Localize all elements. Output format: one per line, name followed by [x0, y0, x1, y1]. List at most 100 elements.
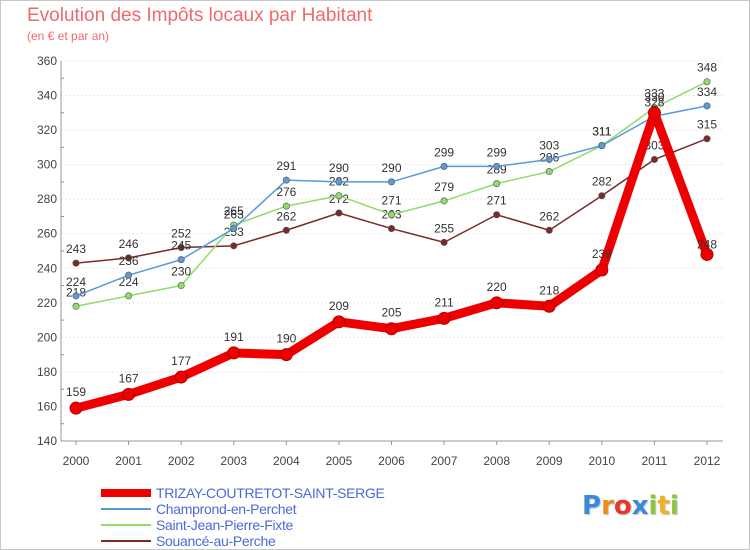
data-point — [69, 401, 83, 415]
data-point — [545, 226, 553, 234]
data-label: 191 — [224, 330, 244, 344]
y-tick-label: 260 — [37, 227, 57, 241]
data-point — [387, 211, 395, 219]
logo-letter: t — [657, 491, 670, 521]
data-point — [545, 168, 553, 176]
data-point — [279, 348, 293, 362]
logo-letter: r — [601, 491, 614, 521]
data-point — [595, 263, 609, 277]
data-label: 246 — [119, 237, 139, 251]
y-tick-label: 360 — [37, 54, 57, 68]
data-point — [440, 197, 448, 205]
data-label: 334 — [697, 85, 717, 99]
x-tick-label: 2005 — [326, 454, 353, 468]
data-label: 290 — [381, 161, 401, 175]
data-label: 303 — [539, 138, 559, 152]
data-point — [125, 254, 133, 262]
data-label: 290 — [329, 161, 349, 175]
x-tick-label: 2007 — [431, 454, 458, 468]
data-point — [177, 282, 185, 290]
data-point — [493, 211, 501, 219]
data-label: 159 — [66, 385, 86, 399]
data-point — [703, 102, 711, 110]
data-point — [177, 244, 185, 252]
logo-letter: P — [582, 491, 602, 521]
x-tick-label: 2002 — [168, 454, 195, 468]
legend-swatch — [101, 524, 151, 526]
logo-letter: i — [648, 491, 658, 521]
data-point — [72, 292, 80, 300]
data-label: 209 — [329, 299, 349, 313]
chart-title: Evolution des Impôts locaux par Habitant — [27, 5, 373, 26]
proxiti-logo: Proxiti — [582, 491, 679, 521]
x-tick-label: 2000 — [63, 454, 90, 468]
y-tick-label: 340 — [37, 89, 57, 103]
logo-letter: o — [613, 491, 632, 521]
data-point — [282, 176, 290, 184]
x-tick-label: 2009 — [536, 454, 563, 468]
legend-label: TRIZAY-COUTRETOT-SAINT-SERGE — [156, 485, 385, 501]
x-tick-label: 2008 — [483, 454, 510, 468]
data-label: 311 — [592, 125, 611, 139]
data-label: 243 — [66, 242, 86, 256]
data-point — [174, 370, 188, 384]
data-label: 311 — [592, 125, 611, 139]
series-champrond-en-perchet: 224 236 245 263 291 290 290 299 299 303 311 328 334 — [66, 85, 717, 300]
data-point — [598, 142, 606, 150]
data-label: 190 — [276, 332, 296, 346]
data-label: 299 — [434, 145, 454, 159]
y-tick-label: 140 — [37, 434, 57, 448]
data-point — [125, 271, 133, 279]
data-point — [230, 242, 238, 250]
data-point — [437, 311, 451, 325]
x-tick-label: 2012 — [694, 454, 721, 468]
y-tick-label: 240 — [37, 261, 57, 275]
data-point — [542, 299, 556, 313]
data-label: 220 — [487, 280, 507, 294]
data-label: 177 — [171, 354, 191, 368]
data-point — [440, 238, 448, 246]
data-label: 279 — [434, 180, 454, 194]
y-tick-label: 300 — [37, 158, 57, 172]
x-tick-label: 2011 — [642, 454, 668, 468]
data-point — [282, 226, 290, 234]
y-tick-label: 320 — [37, 123, 57, 137]
x-tick-label: 2003 — [220, 454, 247, 468]
data-point — [703, 78, 711, 86]
legend-swatch — [101, 489, 151, 497]
data-label: 236 — [119, 254, 139, 268]
data-label: 271 — [487, 194, 507, 208]
legend-label: Souancé-au-Perche — [156, 533, 276, 549]
data-point — [387, 178, 395, 186]
data-label: 218 — [66, 285, 86, 299]
data-label: 328 — [644, 95, 664, 109]
data-label: 291 — [276, 159, 296, 173]
data-point — [440, 162, 448, 170]
data-label: 205 — [381, 306, 401, 320]
data-point — [125, 292, 133, 300]
data-label: 303 — [644, 138, 664, 152]
data-label: 282 — [592, 175, 612, 189]
data-label: 276 — [276, 185, 296, 199]
legend-swatch — [101, 508, 151, 510]
data-point — [282, 202, 290, 210]
x-tick-label: 2004 — [273, 454, 300, 468]
data-point — [493, 162, 501, 170]
data-label: 299 — [487, 145, 507, 159]
y-tick-label: 220 — [37, 296, 57, 310]
data-label: 224 — [119, 275, 139, 289]
y-tick-label: 200 — [37, 330, 57, 344]
x-tick-label: 2010 — [588, 454, 615, 468]
series-trizay-coutretot-saint-serge: 159 167 177 191 190 209 205 211 220 218 239 330 248 — [66, 90, 717, 415]
data-label: 262 — [539, 209, 559, 223]
data-label: 230 — [171, 265, 191, 279]
data-label: 224 — [66, 275, 86, 289]
data-label: 333 — [644, 87, 664, 101]
data-label: 252 — [171, 227, 191, 241]
data-point — [545, 155, 553, 163]
data-point — [703, 135, 711, 143]
logo-letter: i — [669, 491, 679, 521]
data-label: 245 — [171, 239, 191, 253]
data-label: 263 — [224, 208, 244, 222]
